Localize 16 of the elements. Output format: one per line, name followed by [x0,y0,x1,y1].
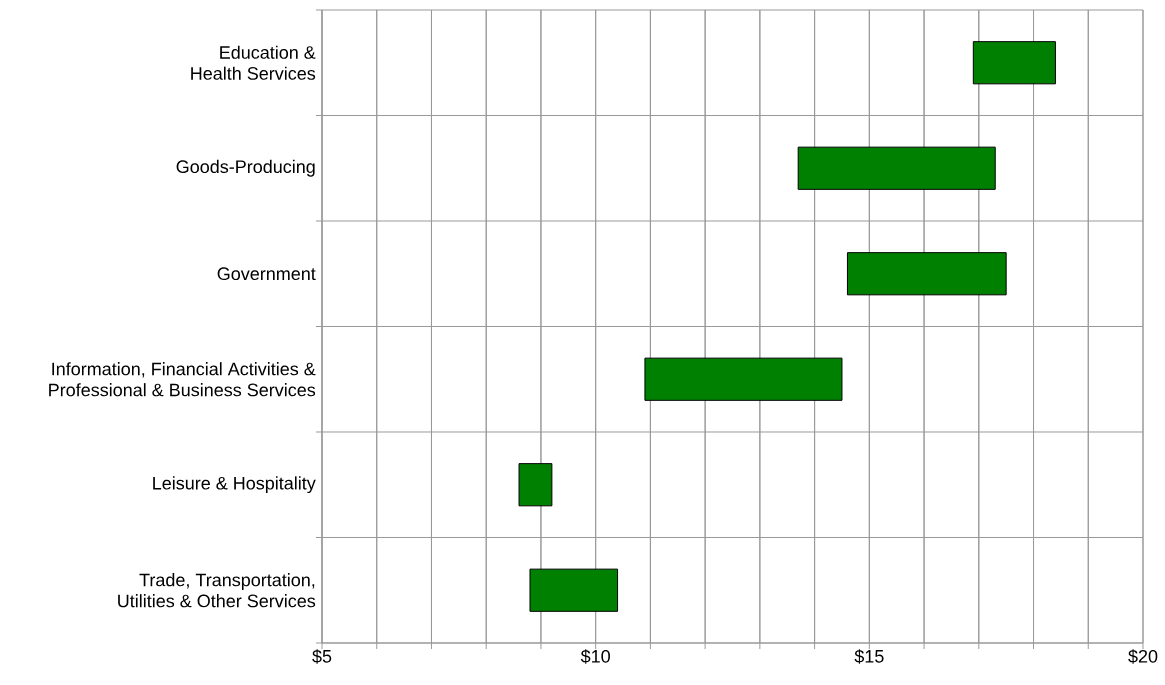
bar [529,568,619,612]
y-tick-label: Goods-Producing [176,159,315,177]
bar [518,463,553,507]
y-tick-label: Leisure & Hospitality [153,476,316,494]
bar [797,146,996,190]
x-tick-label: $10 [580,649,610,664]
x-tick-label: $5 [312,649,332,664]
bar [846,252,1007,296]
y-tick-label: Trade, Transportation, Utilities & Other Services [118,573,316,608]
x-tick-label: $20 [1128,649,1158,664]
y-tick-label: Education & Health Services [191,45,316,80]
y-tick-label: Government [217,267,316,281]
y-tick-label: Information, Financial Activities & Professional & Business Services [49,362,316,397]
bar [972,41,1056,85]
bar [644,357,843,401]
x-tick-label: $15 [854,649,884,664]
